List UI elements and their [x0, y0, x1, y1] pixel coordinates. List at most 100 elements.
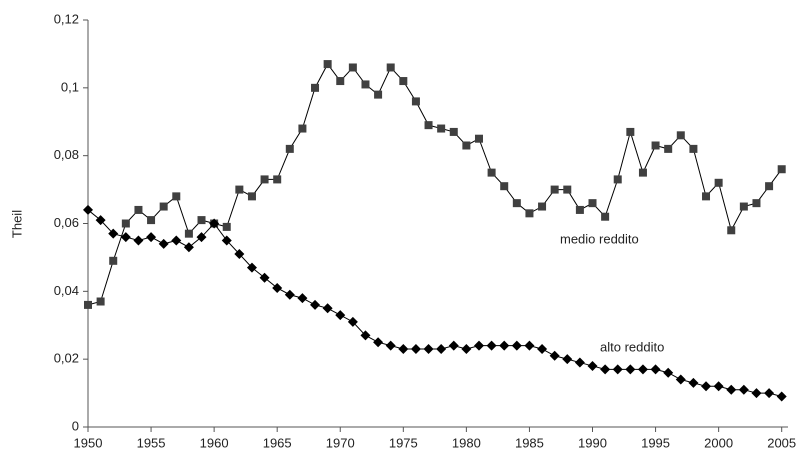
- marker: [83, 204, 93, 215]
- series-line: [87, 63, 783, 306]
- marker: [437, 124, 446, 133]
- marker: [95, 215, 106, 226]
- marker: [563, 185, 572, 194]
- marker: [486, 340, 497, 351]
- y-tick-label: 0,02: [54, 351, 79, 366]
- marker: [689, 144, 698, 153]
- y-axis-label: Theil: [9, 210, 24, 238]
- marker: [738, 384, 749, 395]
- marker: [525, 209, 534, 218]
- marker: [158, 238, 169, 249]
- y-tick-label: 0,06: [54, 215, 79, 230]
- marker: [423, 343, 434, 354]
- x-tick-label: 1995: [641, 435, 670, 450]
- marker: [473, 340, 484, 351]
- marker: [272, 282, 283, 293]
- marker: [247, 192, 256, 201]
- marker: [449, 127, 458, 136]
- marker: [511, 340, 522, 351]
- marker: [739, 202, 748, 211]
- marker: [410, 343, 421, 354]
- marker: [235, 185, 244, 194]
- marker: [650, 364, 661, 375]
- x-tick-label: 1990: [578, 435, 607, 450]
- marker: [398, 343, 409, 354]
- marker: [284, 289, 295, 300]
- series-line: [87, 209, 782, 397]
- marker: [626, 127, 635, 136]
- marker: [588, 199, 597, 208]
- x-tick-label: 1970: [326, 435, 355, 450]
- marker: [474, 134, 483, 143]
- y-tick-label: 0,1: [61, 79, 79, 94]
- marker: [600, 364, 611, 375]
- marker: [764, 388, 775, 399]
- marker: [688, 377, 699, 388]
- marker: [765, 182, 774, 191]
- marker: [601, 212, 610, 221]
- marker: [159, 202, 168, 211]
- x-tick-label: 1960: [200, 435, 229, 450]
- marker: [322, 303, 333, 314]
- series-label: alto reddito: [600, 339, 664, 354]
- marker: [360, 330, 371, 341]
- marker: [613, 175, 622, 184]
- marker: [196, 232, 207, 243]
- marker: [109, 256, 118, 265]
- marker: [500, 182, 509, 191]
- marker: [751, 388, 762, 399]
- marker: [259, 272, 270, 283]
- marker: [663, 367, 674, 378]
- marker: [120, 232, 131, 243]
- marker: [713, 381, 724, 392]
- marker: [347, 316, 358, 327]
- marker: [625, 364, 636, 375]
- x-tick-label: 1965: [263, 435, 292, 450]
- series-label: medio reddito: [560, 231, 639, 246]
- marker: [133, 235, 144, 246]
- marker: [524, 340, 535, 351]
- marker: [108, 228, 119, 239]
- marker: [676, 131, 685, 140]
- y-tick-label: 0,04: [54, 283, 79, 298]
- marker: [311, 83, 320, 92]
- marker: [777, 165, 786, 174]
- marker: [411, 97, 420, 106]
- x-tick-label: 1950: [74, 435, 103, 450]
- marker: [499, 340, 510, 351]
- marker: [323, 60, 332, 69]
- marker: [562, 354, 573, 365]
- marker: [461, 343, 472, 354]
- marker: [612, 364, 623, 375]
- marker: [574, 357, 585, 368]
- marker: [537, 343, 548, 354]
- marker: [361, 80, 370, 89]
- x-tick-label: 1980: [452, 435, 481, 450]
- marker: [776, 391, 787, 402]
- marker: [373, 337, 384, 348]
- marker: [638, 168, 647, 177]
- marker: [183, 242, 194, 253]
- marker: [310, 299, 321, 310]
- marker: [752, 199, 761, 208]
- marker: [386, 63, 395, 72]
- marker: [298, 124, 307, 133]
- marker: [651, 141, 660, 150]
- x-tick-label: 1985: [515, 435, 544, 450]
- y-tick-label: 0,12: [54, 11, 79, 26]
- marker: [336, 77, 345, 86]
- marker: [297, 293, 308, 304]
- marker: [134, 205, 143, 214]
- marker: [512, 199, 521, 208]
- marker: [147, 216, 156, 225]
- marker: [726, 384, 737, 395]
- marker: [197, 216, 206, 225]
- marker: [448, 340, 459, 351]
- marker: [246, 262, 257, 273]
- marker: [234, 249, 245, 260]
- marker: [84, 300, 92, 309]
- marker: [462, 141, 471, 150]
- marker: [184, 229, 193, 238]
- marker: [587, 360, 598, 371]
